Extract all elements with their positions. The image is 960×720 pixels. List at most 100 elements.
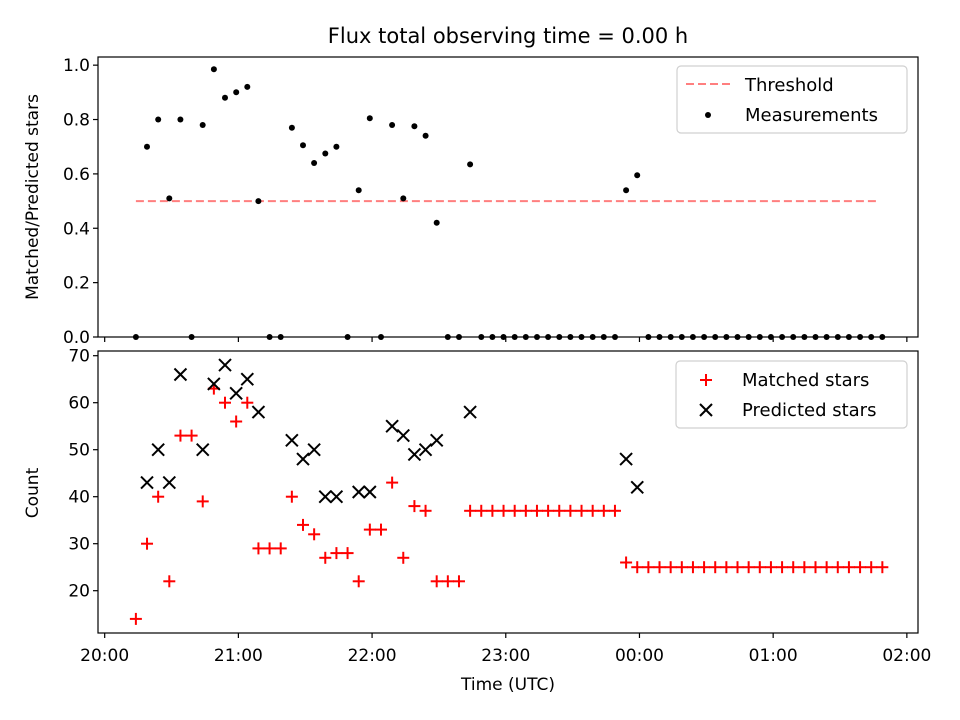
- predicted-star-marker: [463, 405, 477, 419]
- matched-star-marker: [152, 490, 165, 503]
- matched-star-marker: [430, 575, 443, 588]
- matched-star-marker: [274, 542, 287, 555]
- predicted-star-marker: [251, 405, 266, 419]
- ratio-y-tick-label: 0.0: [63, 328, 90, 348]
- matched-star-marker: [230, 415, 243, 428]
- predicted-star-marker: [285, 433, 299, 448]
- ratio-plot-marks: [132, 66, 886, 340]
- matched-star-marker: [820, 561, 833, 574]
- ratio-panel: 0.0 0.2 0.4 0.6 0.8 1.0 Matched/Predicted sta…: [23, 56, 919, 348]
- count-y-tick-label: 20: [68, 582, 90, 602]
- count-legend: Matched stars Predicted stars: [675, 360, 908, 429]
- matched-star-marker: [865, 561, 878, 574]
- matched-star-marker: [363, 523, 376, 536]
- matched-star-marker: [642, 561, 655, 574]
- ratio-y-tick-label: 0.4: [63, 219, 90, 239]
- legend-measurements-label: Measurements: [745, 105, 878, 126]
- matched-star-marker: [564, 504, 577, 517]
- measurement-point: [333, 143, 340, 150]
- count-y-axis-label: Count: [23, 467, 43, 518]
- matched-star-marker: [397, 551, 410, 564]
- ratio-y-axis-label: Matched/Predicted stars: [23, 94, 43, 300]
- predicted-star-marker: [229, 386, 243, 401]
- matched-star-marker: [764, 561, 777, 574]
- measurement-point: [288, 124, 295, 131]
- legend-predicted-swatch: [699, 403, 713, 417]
- count-legend-box: [675, 360, 908, 429]
- measurement-point: [311, 160, 318, 166]
- matched-star-marker: [776, 561, 789, 574]
- matched-star-marker: [475, 504, 488, 517]
- matched-star-marker: [374, 523, 387, 536]
- matched-star-marker: [508, 504, 521, 517]
- predicted-star-marker: [240, 372, 255, 386]
- predicted-star-marker: [173, 367, 188, 382]
- matched-star-marker: [330, 547, 343, 560]
- count-x-tick-label: 20:00: [80, 646, 129, 666]
- count-y-tick-label: 70: [68, 347, 90, 367]
- matched-star-marker: [341, 547, 354, 560]
- predicted-star-marker: [396, 428, 410, 443]
- count-plot-marks: [129, 358, 889, 625]
- legend-matched-label: Matched stars: [742, 370, 869, 391]
- predicted-star-marker: [351, 485, 366, 499]
- measurement-point: [623, 187, 630, 194]
- matched-star-marker: [308, 528, 321, 541]
- predicted-star-marker: [218, 358, 232, 372]
- measurement-point: [400, 195, 407, 202]
- predicted-star-marker: [429, 433, 444, 448]
- legend-threshold-label: Threshold: [744, 75, 834, 96]
- matched-star-marker: [608, 504, 621, 517]
- matched-star-marker: [464, 504, 477, 517]
- predicted-star-marker: [385, 419, 399, 433]
- matched-star-marker: [809, 561, 822, 574]
- matched-star-marker: [698, 561, 711, 574]
- measurement-point: [322, 150, 329, 157]
- matched-star-marker: [876, 561, 889, 574]
- measurement-point: [255, 198, 262, 205]
- predicted-star-marker: [307, 442, 321, 457]
- measurement-point: [300, 142, 306, 149]
- matched-star-marker: [686, 561, 699, 574]
- count-axes: 20 30 40 50 60 70 20:00 21:00 22:00 23:00 00:00 01:…: [68, 347, 931, 666]
- predicted-star-marker: [329, 489, 344, 504]
- count-y-tick-label: 60: [68, 394, 90, 414]
- legend-measurements-swatch: [705, 112, 711, 118]
- measurement-point: [411, 123, 418, 130]
- matched-star-marker: [141, 537, 154, 550]
- count-x-tick-label: 22:00: [348, 646, 397, 666]
- matched-star-marker: [319, 551, 332, 564]
- matched-star-marker: [709, 561, 722, 574]
- matched-star-marker: [297, 518, 309, 531]
- figure-title: Flux total observing time = 0.00 h: [328, 24, 688, 48]
- matched-star-marker: [542, 504, 555, 517]
- predicted-star-marker: [207, 377, 221, 391]
- ratio-legend-box: [676, 65, 908, 134]
- matched-star-marker: [252, 542, 265, 555]
- count-x-axis-label: Time (UTC): [460, 675, 555, 695]
- matched-star-marker: [553, 504, 566, 517]
- matched-star-marker: [386, 476, 399, 489]
- ratio-y-tick-label: 0.6: [63, 165, 90, 185]
- matched-star-marker: [419, 504, 432, 517]
- count-x-tick-label: 01:00: [749, 646, 798, 666]
- measurement-point: [634, 172, 641, 179]
- matched-star-marker: [519, 504, 532, 517]
- predicted-star-marker: [140, 475, 154, 490]
- measurement-point: [144, 143, 150, 150]
- matched-star-marker: [653, 561, 666, 574]
- predicted-star-marker: [363, 485, 377, 499]
- matched-star-marker: [352, 575, 365, 588]
- predicted-star-marker: [296, 452, 310, 466]
- count-y-tick-label: 50: [68, 441, 90, 461]
- predicted-star-marker: [630, 480, 644, 495]
- measurement-point: [222, 94, 228, 101]
- predicted-star-marker: [151, 442, 165, 457]
- matched-star-marker: [842, 561, 855, 574]
- matched-star-marker: [263, 542, 276, 555]
- matched-star-marker: [620, 556, 633, 569]
- count-plot-frame: [97, 350, 919, 634]
- matched-star-marker: [664, 561, 677, 574]
- matched-star-marker: [831, 561, 844, 574]
- predicted-star-marker: [318, 489, 332, 504]
